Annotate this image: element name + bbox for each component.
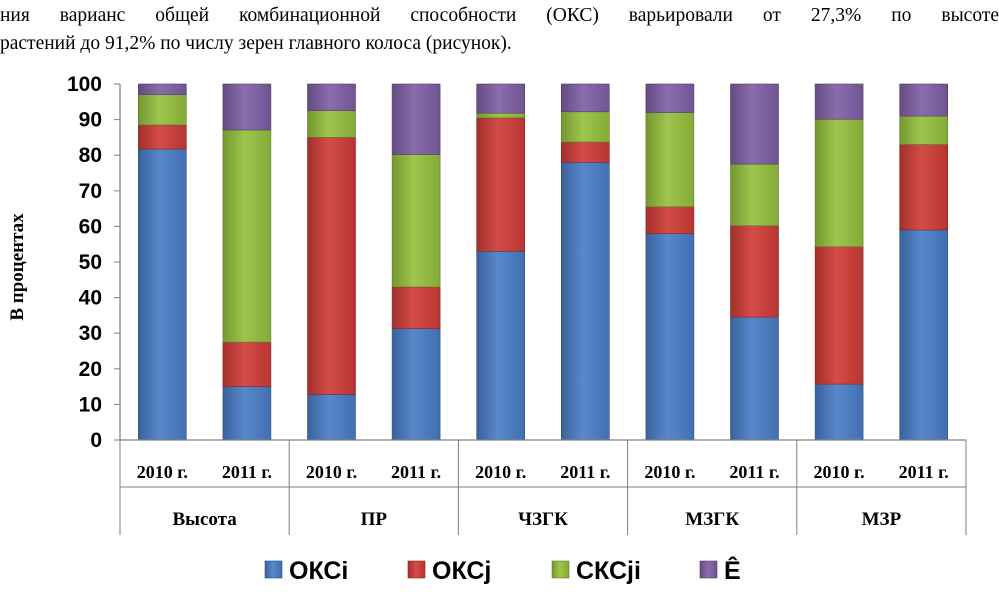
bar-segment bbox=[307, 394, 356, 441]
y-tick-label: 20 bbox=[79, 358, 102, 381]
y-tick-label: 40 bbox=[79, 287, 102, 310]
y-tick-label: 10 bbox=[79, 393, 102, 416]
bar-segment bbox=[391, 83, 441, 155]
intro-line-1: ния варианс общей комбинационной способн… bbox=[0, 5, 999, 26]
bar-segment bbox=[138, 148, 187, 441]
bar-segment bbox=[476, 83, 526, 114]
bar-segment bbox=[899, 115, 949, 145]
bar-segment bbox=[899, 144, 949, 231]
y-tick-label: 50 bbox=[79, 251, 102, 274]
y-tick-label: 90 bbox=[79, 109, 102, 132]
x-tick-label: 2010 г. bbox=[137, 462, 188, 482]
y-tick-label: 80 bbox=[79, 144, 102, 167]
y-tick-label: 70 bbox=[79, 180, 102, 203]
legend-swatch bbox=[264, 560, 283, 579]
legend-label: ОКСј bbox=[432, 557, 491, 585]
bar-segment bbox=[222, 129, 272, 343]
bar-segment bbox=[222, 83, 272, 131]
bar-segment bbox=[645, 83, 695, 113]
group-label: МЗР bbox=[862, 509, 902, 530]
bar-segment bbox=[560, 111, 610, 143]
x-tick-label: 2011 г. bbox=[899, 462, 949, 482]
x-tick-label: 2011 г. bbox=[729, 462, 779, 482]
bar-segment bbox=[730, 316, 779, 441]
y-tick-label: 60 bbox=[79, 215, 102, 238]
x-tick-label: 2010 г. bbox=[644, 462, 695, 482]
y-tick-label: 0 bbox=[90, 429, 102, 452]
y-axis-label: В процентах bbox=[7, 213, 28, 321]
bar-segment bbox=[391, 154, 441, 288]
legend-label: ОКСi bbox=[289, 557, 348, 585]
x-tick-label: 2010 г. bbox=[475, 462, 526, 482]
bar-segment bbox=[645, 233, 695, 441]
bar-segment bbox=[730, 163, 779, 226]
y-tick-label: 100 bbox=[67, 73, 102, 96]
bar-segment bbox=[391, 328, 441, 441]
bar-segment bbox=[814, 246, 864, 385]
bar-segment bbox=[730, 83, 779, 165]
bar-segment bbox=[138, 94, 187, 126]
bar-segment bbox=[560, 83, 610, 113]
x-tick-label: 2011 г. bbox=[560, 462, 610, 482]
bar-segment bbox=[730, 225, 779, 318]
bar-segment bbox=[560, 162, 610, 441]
bar-segment bbox=[814, 383, 864, 441]
bar-segment bbox=[899, 83, 949, 117]
bar-segment bbox=[476, 112, 526, 119]
group-label: МЗГК bbox=[685, 509, 739, 530]
bar-segment bbox=[138, 124, 187, 150]
bar-segment bbox=[560, 141, 610, 163]
x-tick-label: 2011 г. bbox=[391, 462, 441, 482]
legend-swatch bbox=[699, 560, 718, 579]
legend-label: Ê bbox=[724, 555, 741, 585]
legend-swatch bbox=[551, 560, 570, 579]
intro-text: ния варианс общей комбинационной способн… bbox=[0, 0, 999, 64]
legend-swatch bbox=[407, 560, 426, 579]
bar-segment bbox=[645, 206, 695, 234]
bar-segment bbox=[391, 286, 441, 329]
bar-segment bbox=[476, 251, 526, 441]
bar-segment bbox=[222, 386, 272, 441]
group-label: Высота bbox=[172, 509, 237, 530]
group-label: ЧЗГК bbox=[518, 509, 568, 530]
stacked-bar-chart: 0 10 20 30 40 50 60 70 80 90 100 В процентах 2010 г… bbox=[7, 73, 967, 585]
group-label: ПР bbox=[361, 509, 388, 530]
bar-segment bbox=[222, 341, 272, 387]
bar-segment bbox=[476, 117, 526, 252]
x-tick-label: 2011 г. bbox=[222, 462, 272, 482]
x-tick-label: 2010 г. bbox=[814, 462, 865, 482]
x-tick-label: 2010 г. bbox=[306, 462, 357, 482]
bar-segment bbox=[814, 83, 864, 120]
bar-segment bbox=[307, 137, 356, 395]
bar-segment bbox=[307, 83, 356, 112]
y-tick-label: 30 bbox=[79, 322, 102, 345]
bar-segment bbox=[645, 112, 695, 208]
bar-segment bbox=[138, 83, 187, 95]
intro-line-2: растений до 91,2% по числу зерен главног… bbox=[0, 33, 512, 54]
bar-segment bbox=[307, 110, 356, 138]
bar-segment bbox=[899, 229, 949, 441]
bar-segment bbox=[814, 118, 864, 247]
legend-label: СКСјі bbox=[576, 557, 641, 585]
